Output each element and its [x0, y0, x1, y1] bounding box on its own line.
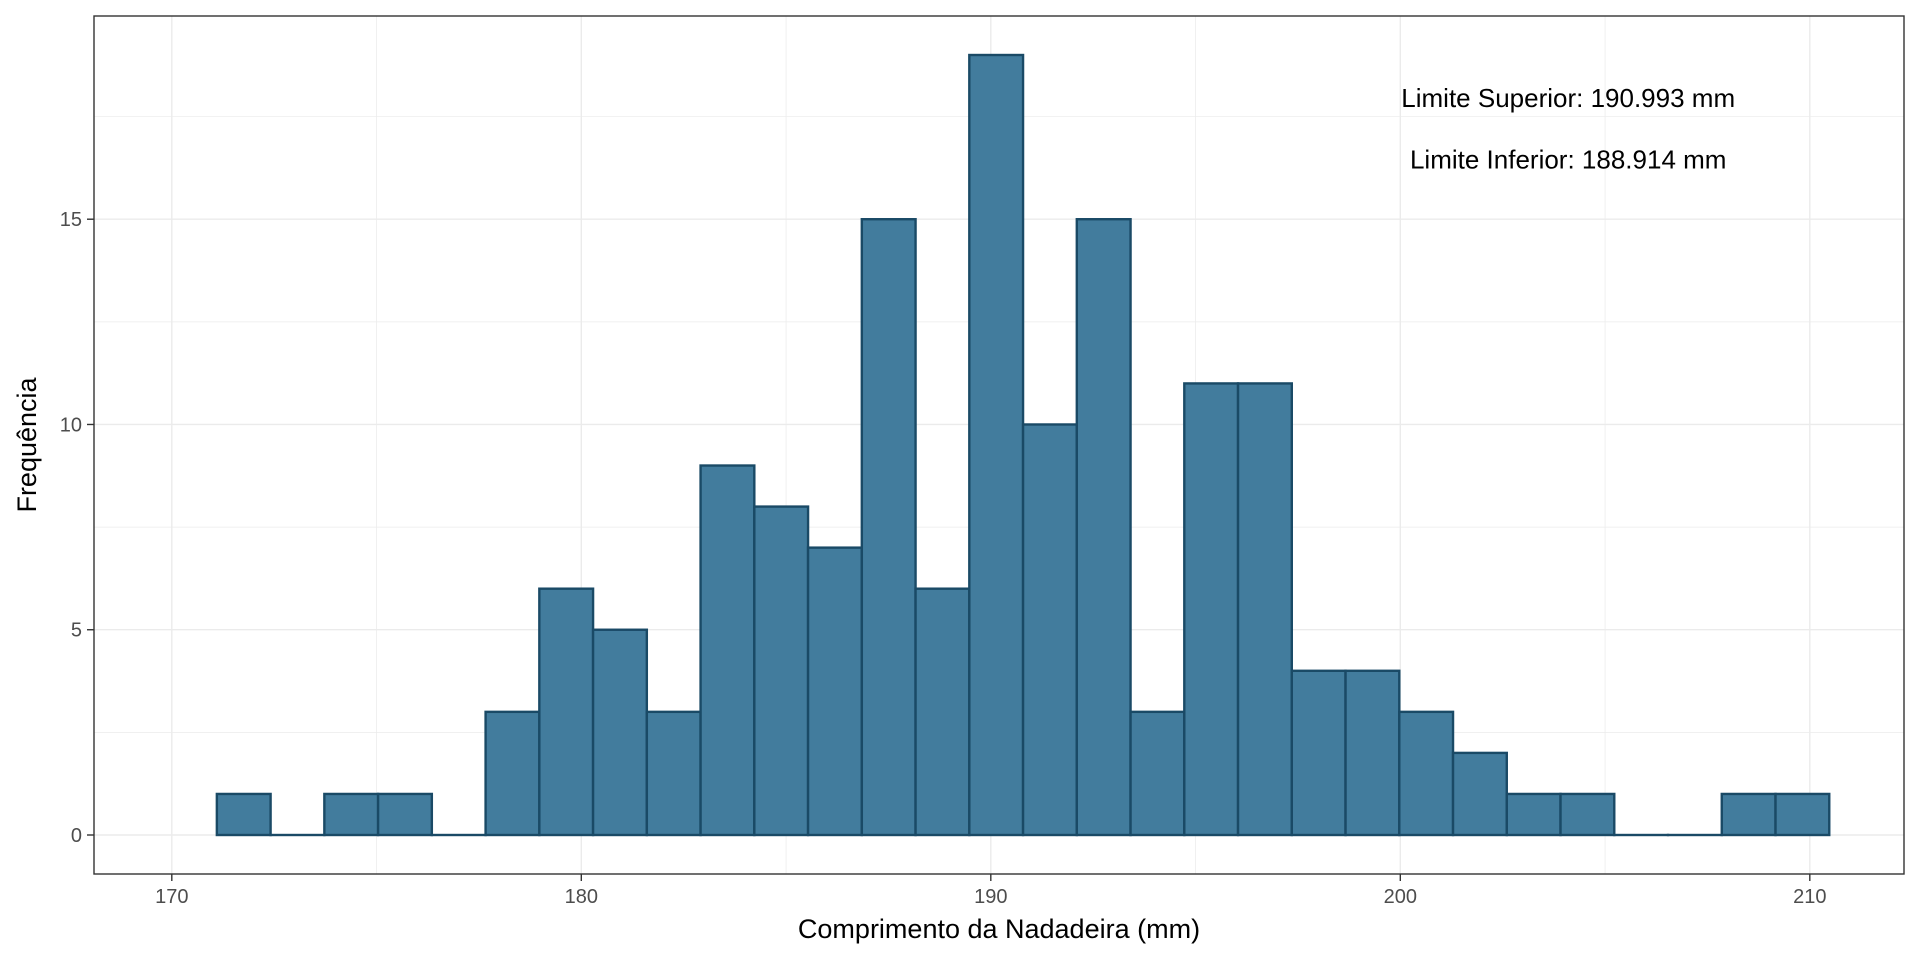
histogram-bar: [1451, 751, 1508, 837]
x-axis: 170 180 190 200 210: [155, 874, 1827, 908]
histogram-bar: [215, 792, 272, 837]
histogram-bar: [1075, 218, 1132, 837]
histogram-bar: [968, 53, 1025, 837]
histogram-bar: [1290, 669, 1347, 837]
histogram-bar: [1344, 669, 1401, 837]
histogram-bar: [538, 587, 595, 837]
x-tick-label: 170: [155, 886, 188, 908]
histogram-bar: [1559, 792, 1616, 837]
histogram-bar: [1021, 423, 1079, 837]
y-tick-label: 15: [60, 209, 82, 231]
y-axis-title: Frequência: [12, 376, 42, 512]
histogram-bar: [1129, 710, 1186, 837]
x-tick-label: 190: [974, 886, 1007, 908]
histogram-bar: [484, 710, 541, 837]
y-tick-label: 5: [71, 620, 82, 642]
x-tick-label: 180: [565, 886, 598, 908]
histogram-bar: [591, 628, 649, 837]
histogram-bar: [860, 218, 917, 837]
histogram-bars: [215, 53, 1831, 837]
annotation-lower-limit: Limite Inferior: 188.914 mm: [1410, 145, 1726, 175]
y-tick-label: 0: [71, 825, 82, 847]
histogram-bar: [1774, 792, 1831, 837]
histogram-bar: [806, 546, 864, 837]
annotations: Limite Superior: 190.993 mm Limite Inferi…: [1401, 83, 1735, 175]
histogram-bar: [753, 505, 810, 837]
y-tick-label: 10: [60, 414, 82, 436]
annotation-upper-limit: Limite Superior: 190.993 mm: [1401, 83, 1735, 113]
histogram-bar: [1183, 382, 1240, 837]
histogram-bar: [1720, 792, 1777, 837]
histogram-bar: [1236, 382, 1293, 837]
x-axis-title: Comprimento da Nadadeira (mm): [798, 914, 1200, 944]
histogram-bar: [323, 792, 380, 837]
histogram-bar: [699, 464, 756, 837]
histogram-bar: [914, 587, 971, 837]
histogram-bar: [1398, 710, 1455, 837]
histogram-bar: [376, 792, 434, 837]
x-tick-label: 200: [1384, 886, 1417, 908]
histogram-bar: [645, 710, 702, 837]
x-tick-label: 210: [1793, 886, 1826, 908]
y-axis: 0 5 10 15: [60, 209, 94, 847]
histogram-bar: [1505, 792, 1562, 837]
panel-border: [93, 15, 1905, 875]
